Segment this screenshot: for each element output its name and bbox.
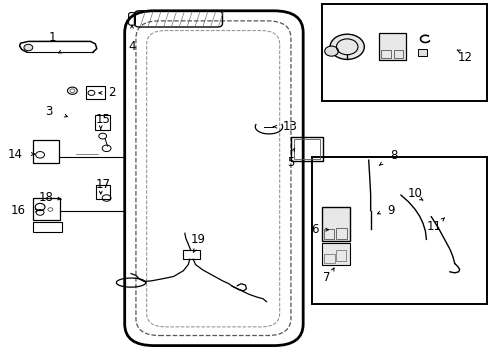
Bar [291, 137, 323, 161]
Text: 16: 16 [11, 204, 26, 217]
Text: 13: 13 [283, 120, 297, 133]
Circle shape [329, 34, 364, 59]
Bar [311, 157, 486, 304]
Bar [381, 50, 390, 58]
Text: 8: 8 [389, 149, 397, 162]
Text: 9: 9 [386, 204, 394, 217]
Text: 11: 11 [426, 220, 441, 233]
Text: 4: 4 [128, 40, 136, 53]
Circle shape [324, 46, 338, 56]
Bar [33, 222, 61, 232]
Bar [336, 250, 346, 261]
Text: 17: 17 [95, 178, 110, 191]
Bar [321, 243, 349, 265]
Text: 19: 19 [190, 233, 205, 246]
Text: 10: 10 [407, 187, 421, 200]
Text: 1: 1 [49, 31, 57, 44]
Text: 15: 15 [95, 113, 110, 126]
Bar [321, 4, 486, 101]
Bar [85, 86, 105, 99]
Bar [323, 229, 334, 239]
Bar [393, 50, 403, 58]
Circle shape [24, 44, 33, 51]
Bar [417, 49, 426, 56]
Bar [95, 115, 110, 130]
Text: 14: 14 [8, 148, 23, 161]
Text: 18: 18 [39, 191, 54, 204]
Text: 2: 2 [107, 86, 115, 99]
Bar [96, 185, 109, 199]
Bar [294, 139, 319, 159]
Bar [378, 33, 405, 60]
Bar [321, 207, 349, 241]
Text: 6: 6 [310, 223, 318, 236]
Text: 5: 5 [286, 156, 294, 169]
Text: 7: 7 [322, 271, 330, 284]
Bar [33, 198, 60, 220]
Bar [183, 250, 200, 259]
Bar [336, 228, 346, 239]
Bar [33, 140, 59, 163]
Bar [324, 254, 334, 263]
Text: 12: 12 [457, 51, 472, 64]
Text: 3: 3 [45, 105, 53, 118]
